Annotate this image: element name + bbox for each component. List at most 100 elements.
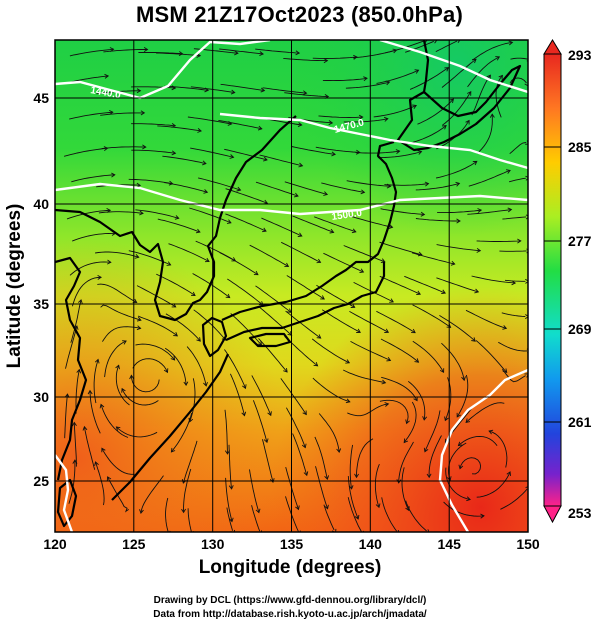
coastline-china-east bbox=[55, 256, 88, 481]
streamline bbox=[343, 118, 388, 123]
colorbar-label: 285 bbox=[568, 139, 592, 155]
streamline-arrowhead bbox=[525, 278, 528, 284]
streamline bbox=[381, 497, 398, 532]
streamline bbox=[252, 400, 268, 443]
streamline-arrowhead bbox=[260, 87, 266, 93]
streamline bbox=[225, 213, 267, 232]
streamline bbox=[349, 215, 393, 228]
streamline bbox=[249, 244, 289, 267]
streamline-arrowhead bbox=[525, 486, 528, 489]
streamline-arrowhead bbox=[122, 340, 127, 345]
streamline-arrowhead bbox=[444, 416, 449, 422]
streamline bbox=[193, 309, 227, 341]
streamline-arrowhead bbox=[439, 368, 445, 374]
streamline-arrowhead bbox=[170, 447, 176, 453]
streamline bbox=[95, 251, 139, 258]
streamline-arrowhead bbox=[106, 476, 112, 481]
streamline bbox=[186, 346, 207, 386]
streamline-arrowhead bbox=[196, 337, 201, 342]
streamline bbox=[286, 275, 325, 300]
streamline-arrowhead bbox=[426, 473, 432, 479]
streamline bbox=[437, 209, 482, 214]
streamline-arrowhead bbox=[480, 513, 485, 519]
streamline bbox=[323, 504, 335, 531]
streamline-arrowhead bbox=[420, 211, 426, 217]
streamline bbox=[322, 77, 368, 82]
contour-1470 bbox=[219, 112, 528, 170]
streamline-arrowhead bbox=[301, 443, 307, 449]
streamline bbox=[435, 40, 458, 53]
streamline bbox=[164, 347, 187, 386]
contour-lines bbox=[55, 40, 528, 532]
streamline-arrowhead bbox=[263, 156, 268, 162]
streamline bbox=[71, 174, 115, 183]
streamline-arrowhead bbox=[94, 358, 100, 364]
streamline-arrowhead bbox=[471, 337, 476, 342]
streamline-arrowhead bbox=[444, 67, 450, 72]
streamline bbox=[138, 52, 183, 55]
streamline bbox=[157, 218, 201, 233]
colorbar-bottom-triangle bbox=[543, 505, 562, 524]
streamline-arrowhead bbox=[140, 110, 146, 116]
streamline-arrowhead bbox=[302, 90, 308, 96]
streamline bbox=[162, 155, 206, 165]
streamline-arrowhead bbox=[259, 51, 264, 57]
streamline bbox=[220, 83, 265, 92]
streamline bbox=[63, 147, 108, 157]
streamline bbox=[318, 413, 340, 453]
streamline bbox=[315, 146, 360, 153]
streamline bbox=[501, 369, 526, 383]
streamline bbox=[157, 125, 202, 132]
colorbar-scale bbox=[543, 53, 562, 507]
streamline-arrowhead bbox=[195, 228, 201, 234]
streamline bbox=[165, 313, 201, 342]
streamline bbox=[500, 488, 528, 510]
streamline bbox=[65, 325, 78, 369]
streamline-arrowhead bbox=[477, 208, 483, 213]
streamline bbox=[230, 313, 262, 346]
streamline bbox=[292, 215, 334, 233]
coastline-shikoku bbox=[248, 332, 292, 348]
streamline-arrowhead bbox=[441, 289, 447, 295]
x-axis-ticks: 120 125 130 135 140 145 150 bbox=[43, 536, 540, 552]
streamline-arrowhead bbox=[115, 364, 120, 370]
streamline-arrowhead bbox=[183, 381, 189, 387]
streamline-arrowhead bbox=[450, 260, 456, 266]
streamline-arrowhead bbox=[188, 417, 194, 423]
colorbar-label: 293 bbox=[568, 47, 592, 63]
streamline-arrowhead bbox=[324, 475, 330, 481]
streamline bbox=[312, 56, 357, 59]
streamline bbox=[168, 243, 210, 262]
streamline bbox=[131, 86, 176, 89]
streamline-arrowhead bbox=[345, 398, 351, 404]
streamline bbox=[197, 177, 241, 191]
streamline-arrowhead bbox=[323, 58, 329, 64]
streamline-arrowhead bbox=[82, 425, 88, 431]
streamline bbox=[377, 151, 422, 159]
streamline-arrowhead bbox=[203, 189, 209, 194]
colorbar-label: 269 bbox=[568, 321, 592, 337]
streamline-arrowhead bbox=[224, 450, 230, 455]
streamline bbox=[405, 40, 434, 53]
streamline-arrowhead bbox=[225, 293, 231, 299]
streamline bbox=[436, 277, 479, 293]
streamline-arrowhead bbox=[336, 448, 342, 453]
streamline bbox=[475, 340, 508, 373]
streamline-arrowhead bbox=[389, 298, 394, 303]
streamline-arrowhead bbox=[163, 368, 169, 374]
streamline bbox=[349, 311, 389, 333]
streamline-arrowhead bbox=[353, 54, 358, 60]
streamline-arrowhead bbox=[94, 461, 99, 467]
streamline-arrowhead bbox=[416, 290, 422, 296]
streamline-arrowhead bbox=[253, 270, 259, 276]
streamline-arrowhead bbox=[143, 47, 149, 52]
streamline bbox=[64, 394, 68, 439]
streamline bbox=[137, 315, 178, 337]
streamline-arrowhead bbox=[142, 144, 147, 150]
streamline bbox=[291, 146, 336, 155]
streamline-arrowhead bbox=[414, 69, 420, 74]
streamline-arrowhead bbox=[517, 238, 522, 244]
streamline bbox=[71, 276, 102, 307]
streamline bbox=[130, 375, 160, 393]
streamline-arrowhead bbox=[269, 478, 275, 483]
